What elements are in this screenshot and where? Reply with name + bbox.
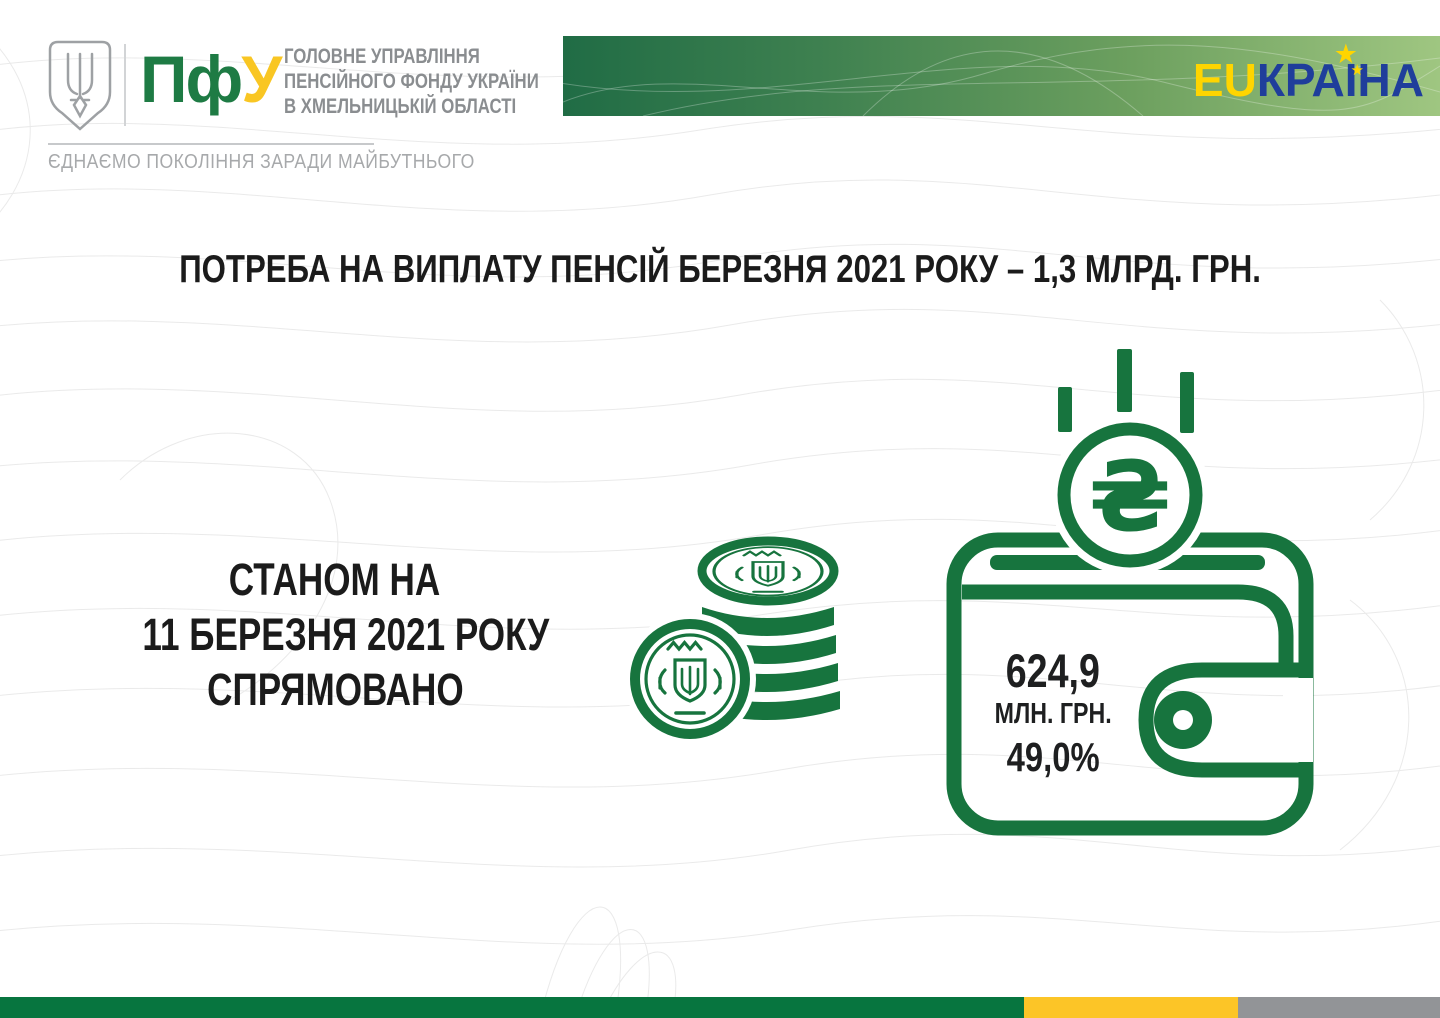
band-decor-lines: [563, 44, 1440, 116]
footer-yellow-segment: [1023, 997, 1239, 1018]
coins-icon: [626, 536, 840, 745]
hryvnia-symbol: ₴: [1089, 441, 1172, 553]
org-line-3: В ХМЕЛЬНИЦЬКІЙ ОБЛАСТІ: [284, 95, 517, 118]
amount-percent: 49,0%: [1006, 734, 1100, 780]
eu-logo-eu: EU: [1192, 54, 1257, 106]
tagline-rule: [48, 143, 374, 145]
org-line-1: ГОЛОВНЕ УПРАВЛІННЯ: [284, 45, 480, 68]
eu-star-small-icon: ★: [1350, 62, 1364, 79]
statement-line-2: 11 БЕРЕЗНЯ 2021 РОКУ: [142, 609, 550, 660]
wallet-values: 624,9 МЛН. ГРН. 49,0%: [953, 646, 1153, 782]
eu-logo-na: НА: [1357, 54, 1424, 106]
eu-star-icon: ★: [1333, 39, 1358, 69]
pfu-letter-p: П: [140, 42, 187, 116]
footer-green-segment: [0, 997, 1024, 1018]
amount-value: 624,9: [1005, 644, 1101, 697]
tryzub-icon: [48, 40, 112, 131]
statement-line-1: СТАНОМ НА: [229, 554, 441, 605]
eukraina-logo: ★ ★ EUКРАІНА: [1192, 41, 1424, 106]
pfu-letter-f: ф: [185, 42, 243, 116]
amount-unit: МЛН. ГРН.: [994, 698, 1112, 730]
header-green-band: ★ ★ EUКРАІНА: [563, 36, 1440, 116]
org-line-2: ПЕНСІЙНОГО ФОНДУ УКРАЇНИ: [284, 70, 539, 93]
statement-line-3: СПРЯМОВАНО: [206, 664, 464, 715]
wallet-icon: ₴: [946, 349, 1314, 836]
eu-logo-i: І: [1344, 54, 1358, 106]
org-name: ГОЛОВНЕ УПРАВЛІННЯ ПЕНСІЙНОГО ФОНДУ УКРА…: [284, 44, 602, 119]
page-title: ПОТРЕБА НА ВИПЛАТУ ПЕНСІЙ БЕРЕЗНЯ 2021 Р…: [179, 248, 1261, 291]
statement-text: СТАНОМ НА 11 БЕРЕЗНЯ 2021 РОКУ СПРЯМОВАН…: [85, 552, 585, 717]
footer-gray-segment: [1238, 997, 1440, 1018]
brand-divider: [124, 44, 126, 126]
eu-logo-kra: КРА: [1256, 54, 1345, 106]
tagline: ЄДНАЄМО ПОКОЛІННЯ ЗАРАДИ МАЙБУТНЬОГО: [48, 151, 475, 173]
footer-bar: [0, 997, 1440, 1018]
pfu-logo: ПфУ: [140, 36, 282, 122]
motion-dashes: [1058, 349, 1194, 433]
pfu-letter-u: У: [241, 42, 282, 116]
